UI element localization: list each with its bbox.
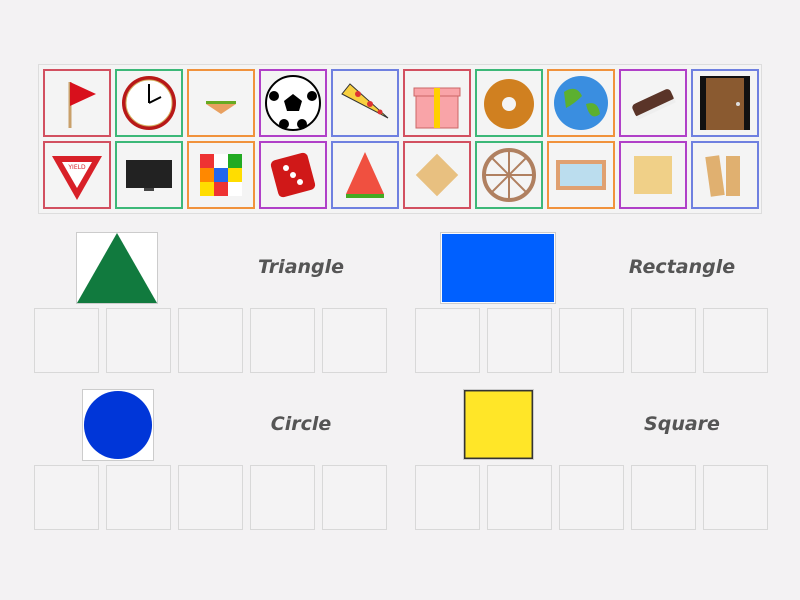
drop-slot-triangle[interactable] <box>322 308 387 373</box>
group-label: Square <box>644 413 720 435</box>
item-tile[interactable] <box>403 141 471 209</box>
picture-frame-icon <box>556 160 606 190</box>
soccer-ball-icon <box>265 75 321 131</box>
item-tile[interactable] <box>187 141 255 209</box>
item-tile[interactable] <box>475 141 543 209</box>
item-tile[interactable] <box>115 141 183 209</box>
drop-slot-triangle[interactable] <box>34 308 99 373</box>
drop-slot-rectangle[interactable] <box>487 308 552 373</box>
item-tile[interactable] <box>43 69 111 137</box>
drop-slot-square[interactable] <box>415 465 480 530</box>
drop-slot-square[interactable] <box>487 465 552 530</box>
yield-sign-icon: YIELD <box>52 156 102 200</box>
drop-slot-rectangle[interactable] <box>703 308 768 373</box>
rubiks-cube-icon <box>200 154 242 196</box>
drop-slot-circle[interactable] <box>322 465 387 530</box>
rectangle-image <box>440 232 556 304</box>
item-tile[interactable] <box>259 69 327 137</box>
door-icon <box>700 76 750 130</box>
tv-icon <box>126 160 172 191</box>
drop-slot-square[interactable] <box>631 465 696 530</box>
square-cracker-icon <box>634 156 672 194</box>
die-icon <box>270 152 316 198</box>
drop-slot-triangle[interactable] <box>250 308 315 373</box>
drop-slot-triangle[interactable] <box>106 308 171 373</box>
circle-image <box>82 389 154 461</box>
item-tile[interactable] <box>619 141 687 209</box>
item-tile[interactable] <box>115 69 183 137</box>
drop-slot-circle[interactable] <box>34 465 99 530</box>
drop-slot-square[interactable] <box>703 465 768 530</box>
triangle-image <box>76 232 158 304</box>
item-tile[interactable] <box>547 141 615 209</box>
pizza-slice-icon <box>341 83 389 119</box>
item-tile[interactable]: YIELD <box>43 141 111 209</box>
item-tile[interactable] <box>259 141 327 209</box>
sandwich-icon <box>206 101 236 114</box>
drop-slot-circle[interactable] <box>178 465 243 530</box>
square-image <box>462 388 535 461</box>
watermelon-slice-icon <box>346 152 384 198</box>
item-tile[interactable] <box>331 69 399 137</box>
globe-icon <box>554 76 608 130</box>
clock-icon <box>122 76 176 130</box>
bagel-icon <box>484 79 534 129</box>
item-tile[interactable] <box>619 69 687 137</box>
ice-cream-sandwich-icon <box>632 89 676 121</box>
drop-slot-circle[interactable] <box>250 465 315 530</box>
drop-slot-triangle[interactable] <box>178 308 243 373</box>
flag-icon <box>68 82 96 128</box>
item-tile[interactable] <box>475 69 543 137</box>
group-label: Rectangle <box>628 256 736 278</box>
svg-text:YIELD: YIELD <box>67 164 86 171</box>
drop-slot-circle[interactable] <box>106 465 171 530</box>
drop-slot-rectangle[interactable] <box>415 308 480 373</box>
graham-crackers-icon <box>705 155 740 197</box>
item-tile[interactable] <box>691 69 759 137</box>
group-label: Circle <box>270 413 332 435</box>
item-tile[interactable] <box>331 141 399 209</box>
wagon-wheel-icon <box>482 148 536 202</box>
item-tile[interactable] <box>691 141 759 209</box>
item-tile[interactable] <box>187 69 255 137</box>
drop-slot-rectangle[interactable] <box>559 308 624 373</box>
gift-box-icon <box>413 87 461 129</box>
item-tile[interactable] <box>547 69 615 137</box>
cracker-diamond-icon <box>415 153 459 197</box>
group-label: Triangle <box>257 256 345 278</box>
item-tile[interactable] <box>403 69 471 137</box>
drop-slot-square[interactable] <box>559 465 624 530</box>
item-tray: YIELD <box>38 64 762 214</box>
drop-slot-rectangle[interactable] <box>631 308 696 373</box>
